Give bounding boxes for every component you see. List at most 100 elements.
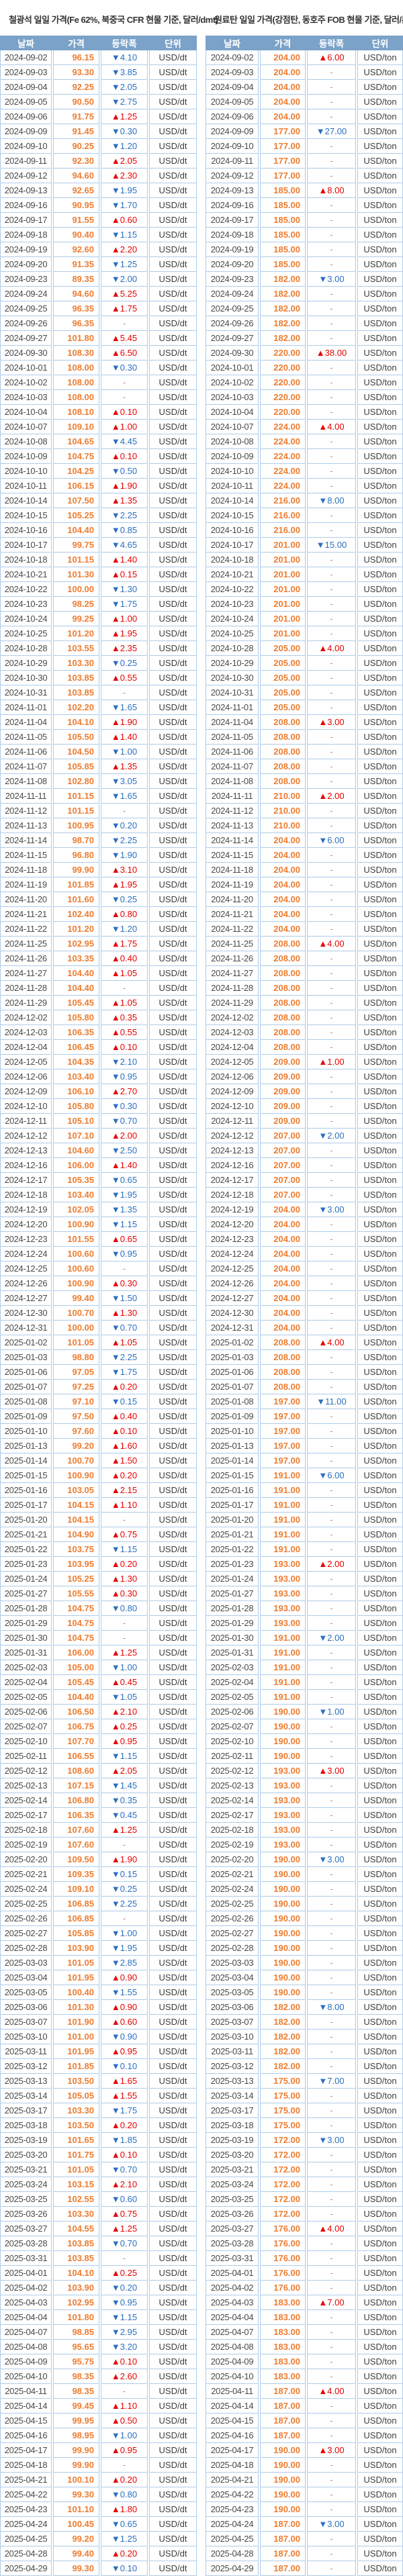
date-cell: 2025-02-07 bbox=[206, 1719, 259, 1734]
table-row: 2025-02-10 107.70 ▲0.95 USD/dt bbox=[0, 1734, 197, 1749]
table-row: 2025-01-10 97.60 ▲0.10 USD/dt bbox=[0, 1424, 197, 1439]
price-cell: 190.00 bbox=[260, 1734, 306, 1749]
unit-cell: USD/ton bbox=[357, 1542, 403, 1557]
change-cell: ▲2.60 bbox=[101, 2369, 148, 2384]
unit-cell: USD/dt bbox=[149, 346, 197, 361]
date-cell: 2024-10-23 bbox=[0, 597, 52, 612]
date-cell: 2024-09-30 bbox=[0, 346, 52, 361]
table-row: 2025-04-02 103.90 ▼0.20 USD/dt bbox=[0, 2281, 197, 2295]
unit-cell: USD/ton bbox=[357, 80, 403, 95]
unit-cell: USD/ton bbox=[357, 1719, 403, 1734]
unit-cell: USD/dt bbox=[149, 759, 197, 774]
unit-cell: USD/dt bbox=[149, 420, 197, 434]
date-cell: 2024-12-06 bbox=[206, 1069, 259, 1084]
change-cell: - bbox=[307, 2177, 356, 2192]
change-cell: ▼4.10 bbox=[101, 50, 148, 65]
table-row: 2025-04-22 99.30 ▼0.80 USD/dt bbox=[0, 2487, 197, 2502]
price-cell: 103.95 bbox=[53, 1557, 99, 1572]
change-cell: - bbox=[307, 1601, 356, 1616]
unit-cell: USD/dt bbox=[149, 2532, 197, 2546]
unit-cell: USD/ton bbox=[357, 922, 403, 937]
change-cell: ▲0.15 bbox=[101, 567, 148, 582]
unit-cell: USD/dt bbox=[149, 493, 197, 508]
change-cell: ▲0.10 bbox=[101, 449, 148, 464]
price-cell: 89.35 bbox=[53, 272, 99, 287]
change-cell: - bbox=[307, 892, 356, 907]
price-cell: 190.00 bbox=[260, 1867, 306, 1882]
date-cell: 2025-02-24 bbox=[0, 1882, 52, 1897]
table-row: 2024-12-17 207.00- USD/ton bbox=[206, 1173, 403, 1188]
price-cell: 176.00 bbox=[260, 2251, 306, 2266]
change-cell: - bbox=[307, 228, 356, 242]
table-row: 2024-09-05 204.00- USD/ton bbox=[206, 95, 403, 109]
table-row: 2025-01-20 104.15- USD/dt bbox=[0, 1513, 197, 1527]
change-cell: ▼3.85 bbox=[101, 65, 148, 80]
change-cell: ▼27.00 bbox=[307, 124, 356, 139]
unit-cell: USD/dt bbox=[149, 2546, 197, 2561]
change-cell: ▲0.30 bbox=[101, 1276, 148, 1291]
table-row: 2025-04-10 183.00- USD/ton bbox=[206, 2369, 403, 2384]
unit-cell: USD/ton bbox=[357, 479, 403, 493]
unit-cell: USD/ton bbox=[357, 1793, 403, 1808]
unit-cell: USD/ton bbox=[357, 1025, 403, 1040]
unit-cell: USD/ton bbox=[357, 109, 403, 124]
table-row: 2025-01-21 191.00- USD/ton bbox=[206, 1527, 403, 1542]
table-row: 2025-02-28 103.90 ▼1.95 USD/dt bbox=[0, 1941, 197, 1956]
change-cell: ▼1.20 bbox=[101, 139, 148, 154]
unit-cell: USD/ton bbox=[357, 1158, 403, 1173]
unit-cell: USD/dt bbox=[149, 405, 197, 420]
price-cell: 208.00 bbox=[260, 1040, 306, 1055]
date-cell: 2024-10-18 bbox=[206, 553, 259, 567]
unit-cell: USD/dt bbox=[149, 612, 197, 626]
price-cell: 197.00 bbox=[260, 1394, 306, 1409]
change-cell: ▼0.15 bbox=[101, 1867, 148, 1882]
unit-cell: USD/dt bbox=[149, 1232, 197, 1247]
table-row: 2025-01-22 103.75 ▼1.15 USD/dt bbox=[0, 1542, 197, 1557]
date-cell: 2025-03-20 bbox=[206, 2148, 259, 2162]
table-row: 2024-10-22 201.00- USD/ton bbox=[206, 582, 403, 597]
change-cell: ▼0.95 bbox=[101, 1247, 148, 1261]
change-cell: - bbox=[307, 2103, 356, 2118]
price-cell: 104.65 bbox=[53, 434, 99, 449]
change-cell: ▼1.25 bbox=[101, 2532, 148, 2546]
table-row: 2024-09-12 177.00- USD/ton bbox=[206, 169, 403, 183]
change-cell: - bbox=[307, 996, 356, 1010]
unit-cell: USD/dt bbox=[149, 2103, 197, 2118]
date-cell: 2024-10-02 bbox=[206, 375, 259, 390]
change-cell: - bbox=[101, 1631, 148, 1645]
date-cell: 2025-01-08 bbox=[0, 1394, 52, 1409]
unit-cell: USD/dt bbox=[149, 2074, 197, 2089]
price-cell: 108.00 bbox=[53, 390, 99, 405]
date-cell: 2024-09-30 bbox=[206, 346, 259, 361]
unit-cell: USD/dt bbox=[149, 449, 197, 464]
change-cell: ▼1.75 bbox=[101, 2103, 148, 2118]
date-cell: 2025-02-26 bbox=[206, 1911, 259, 1926]
change-cell: ▼3.20 bbox=[101, 2340, 148, 2354]
price-cell: 208.00 bbox=[260, 1380, 306, 1394]
change-cell: ▲38.00 bbox=[307, 346, 356, 361]
price-cell: 100.90 bbox=[53, 1468, 99, 1483]
price-cell: 224.00 bbox=[260, 420, 306, 434]
table-row: 2025-04-07 98.85 ▼2.95 USD/dt bbox=[0, 2325, 197, 2340]
price-cell: 176.00 bbox=[260, 2281, 306, 2295]
price-cell: 182.00 bbox=[260, 2015, 306, 2030]
price-cell: 99.30 bbox=[53, 2561, 99, 2576]
date-cell: 2024-10-15 bbox=[0, 508, 52, 523]
price-cell: 104.75 bbox=[53, 1631, 99, 1645]
price-cell: 204.00 bbox=[260, 892, 306, 907]
table-row: 2024-10-09 224.00- USD/ton bbox=[206, 449, 403, 464]
date-cell: 2024-10-03 bbox=[0, 390, 52, 405]
table-row: 2024-11-26 103.35 ▲0.40 USD/dt bbox=[0, 951, 197, 966]
change-cell: - bbox=[307, 1424, 356, 1439]
change-cell: - bbox=[307, 553, 356, 567]
unit-cell: USD/ton bbox=[357, 1350, 403, 1365]
date-cell: 2024-10-07 bbox=[206, 420, 259, 434]
date-cell: 2024-09-03 bbox=[0, 65, 52, 80]
table-row: 2024-10-30 205.00- USD/ton bbox=[206, 671, 403, 685]
change-cell: ▼2.25 bbox=[101, 1350, 148, 1365]
unit-cell: USD/dt bbox=[149, 1084, 197, 1099]
price-cell: 105.50 bbox=[53, 730, 99, 745]
date-cell: 2024-10-07 bbox=[0, 420, 52, 434]
table-row: 2025-04-15 99.95 ▲0.50 USD/dt bbox=[0, 2414, 197, 2428]
change-cell: ▲0.30 bbox=[101, 1586, 148, 1601]
